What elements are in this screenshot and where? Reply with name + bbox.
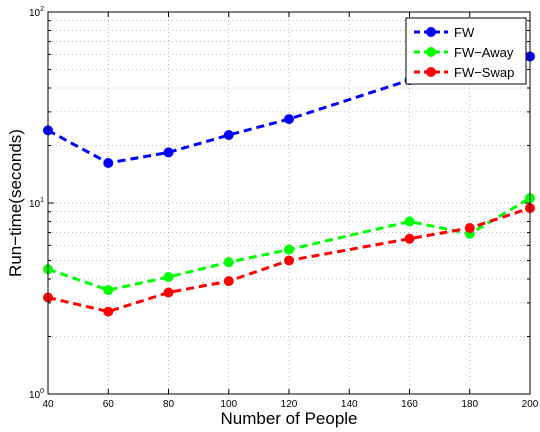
y-tick-label-exponent: 1 (40, 197, 44, 204)
x-tick-label: 180 (461, 399, 478, 410)
legend-label: FW (454, 25, 475, 40)
legend-marker (426, 47, 436, 57)
data-point (223, 129, 234, 140)
data-point (223, 276, 234, 287)
data-point (163, 147, 174, 158)
data-point (163, 271, 174, 282)
series-1 (43, 193, 535, 296)
y-tick-label-exponent: 0 (40, 388, 44, 395)
y-tick-label-exponent: 2 (40, 6, 44, 13)
legend-label: FW−Swap (454, 65, 514, 80)
x-tick-label: 40 (42, 399, 54, 410)
y-tick-label-base: 10 (29, 199, 41, 210)
data-point (404, 216, 415, 227)
legend-label: FW−Away (454, 45, 514, 60)
legend: FW FW−Away FW−Swap (405, 17, 527, 85)
x-tick-label: 140 (341, 399, 358, 410)
data-point (163, 287, 174, 298)
x-tick-label: 160 (401, 399, 418, 410)
data-point (223, 257, 234, 268)
data-point (103, 306, 114, 317)
data-point (103, 285, 114, 296)
legend-marker (426, 27, 436, 37)
x-tick-label: 200 (522, 399, 539, 410)
series-2 (43, 203, 535, 317)
data-point (464, 222, 475, 233)
x-axis-label: Number of People (220, 409, 357, 428)
data-point (103, 157, 114, 168)
data-point (404, 233, 415, 244)
legend-item: FW (414, 25, 475, 40)
x-tick-label: 100 (220, 399, 237, 410)
legend-item: FW−Away (414, 45, 514, 60)
y-tick-label-base: 10 (29, 390, 41, 401)
y-tick-label: 102 (29, 6, 44, 19)
x-tick-label: 80 (163, 399, 175, 410)
y-axis-label: Run−time(seconds) (6, 129, 25, 277)
data-point (284, 255, 294, 266)
y-tick-label: 100 (29, 388, 44, 401)
y-tick-label-base: 10 (29, 8, 41, 19)
series-line (47, 206, 531, 314)
data-point (284, 244, 294, 255)
legend-item: FW−Swap (414, 65, 514, 80)
x-tick-label: 60 (103, 399, 115, 410)
x-tick-label: 120 (281, 399, 298, 410)
y-tick-label: 101 (29, 197, 44, 210)
legend-marker (426, 67, 436, 77)
data-point (284, 114, 294, 125)
plot-frame (47, 11, 531, 395)
